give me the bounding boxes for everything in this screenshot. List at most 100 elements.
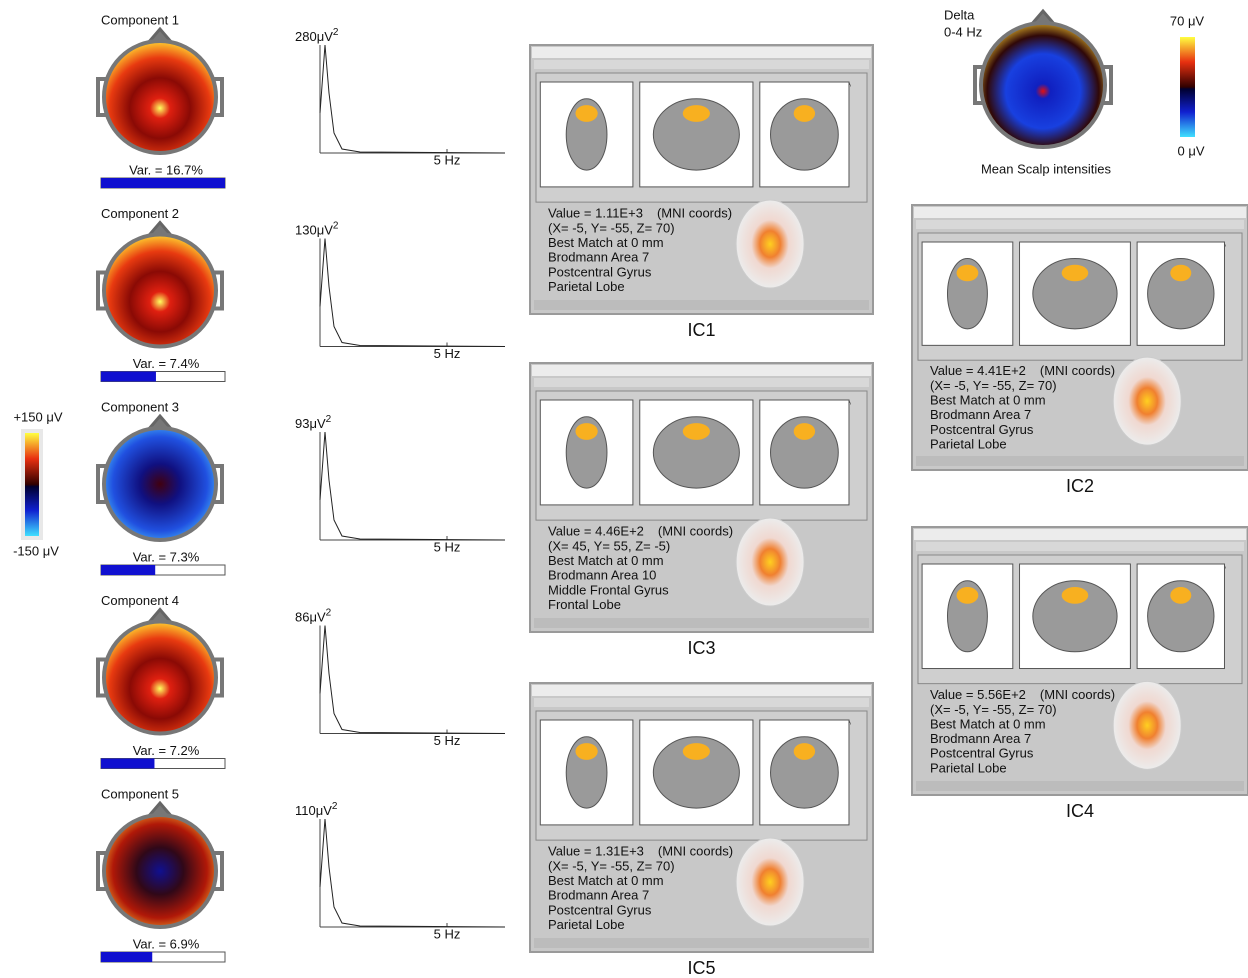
activation: [793, 423, 816, 440]
peak-value: 280: [295, 29, 317, 44]
brain-render: [1112, 356, 1182, 446]
source-coords: (X= -5, Y= -55, Z= 70): [548, 859, 675, 874]
head-ear: [214, 464, 224, 504]
source-match: Best Match at 0 mm: [930, 393, 1046, 408]
peak-unit: μV: [317, 29, 333, 44]
source-area: Brodmann Area 7: [930, 731, 1031, 746]
activation: [575, 743, 598, 760]
viewer-titlebar: [914, 529, 1246, 540]
activation: [682, 423, 710, 440]
coords-note: (MNI coords): [657, 206, 732, 221]
freq-label: 5 Hz: [434, 733, 461, 748]
component-title: Component 1: [101, 12, 179, 27]
value: Value = 4.46E+2: [548, 524, 644, 539]
value: Value = 4.41E+2: [930, 363, 1026, 378]
variance-bar: [101, 178, 225, 188]
activation: [575, 105, 598, 122]
activation: [1061, 586, 1089, 604]
source-gyrus: Middle Frontal Gyrus: [548, 582, 669, 597]
activation: [956, 586, 979, 604]
mean-max: 70 μV: [1170, 13, 1205, 28]
ic-caption: IC1: [687, 320, 715, 340]
brain-render: [735, 837, 805, 927]
source-coords: (X= 45, Y= 55, Z= -5): [548, 539, 670, 554]
source-area: Brodmann Area 7: [548, 888, 649, 903]
coords-note: (MNI coords): [1040, 363, 1115, 378]
head-ear: [96, 464, 106, 504]
activation: [1170, 264, 1192, 282]
activation: [682, 743, 710, 760]
peak-label: 280μV2: [295, 27, 339, 45]
head-ear: [96, 851, 106, 891]
peak-label: 130μV2: [295, 220, 339, 238]
source-value: Value = 4.41E+2 (MNI coords): [930, 363, 1115, 378]
peak-label: 93μV2: [295, 414, 332, 432]
source-lobe: Frontal Lobe: [548, 597, 621, 612]
value: Value = 5.56E+2: [930, 687, 1026, 702]
source-gyrus: Postcentral Gyrus: [548, 902, 652, 917]
variance-label: Var. = 7.2%: [133, 743, 200, 758]
mean-scalp-map: [979, 21, 1107, 149]
source-value: Value = 1.31E+3 (MNI coords): [548, 844, 733, 859]
mean-caption: Mean Scalp intensities: [981, 161, 1112, 176]
peak-exp: 2: [332, 801, 338, 812]
viewer-toolbar: [534, 60, 869, 69]
coords-note: (MNI coords): [658, 844, 733, 859]
brain-slice: [770, 416, 839, 489]
brain-slice: [1032, 258, 1118, 330]
activation: [956, 264, 979, 282]
variance-label: Var. = 16.7%: [129, 162, 203, 177]
mean-min: 0 μV: [1177, 143, 1204, 158]
scalp-map: [102, 426, 218, 542]
viewer-statusbar: [916, 456, 1244, 466]
source-match: Best Match at 0 mm: [548, 873, 664, 888]
source-lobe: Parietal Lobe: [548, 279, 625, 294]
freq-label: 5 Hz: [434, 926, 461, 941]
peak-label: 86μV2: [295, 607, 332, 625]
peak-value: 86: [295, 610, 309, 625]
component-title: Component 5: [101, 786, 179, 801]
peak-unit: μV: [309, 610, 325, 625]
source-match: Best Match at 0 mm: [930, 716, 1046, 731]
freq-label: 5 Hz: [434, 539, 461, 554]
value: Value = 1.11E+3: [548, 206, 643, 221]
head-ear: [214, 851, 224, 891]
ic-caption: IC3: [687, 638, 715, 658]
variance-bar: [101, 758, 155, 769]
ic-caption: IC5: [687, 958, 715, 978]
peak-unit: μV: [309, 416, 325, 431]
viewer-statusbar: [534, 300, 869, 310]
source-coords: (X= -5, Y= -55, Z= 70): [548, 221, 675, 236]
activation: [1170, 586, 1192, 604]
viewer-toolbar: [534, 378, 869, 387]
variance-label: Var. = 6.9%: [133, 936, 200, 951]
spectrum-curve: [319, 431, 506, 541]
source-area: Brodmann Area 7: [930, 407, 1031, 422]
viewer-toolbar: [916, 220, 1244, 229]
head-ear: [214, 657, 224, 698]
source-value: Value = 4.46E+2 (MNI coords): [548, 524, 733, 539]
viewer-titlebar: [914, 207, 1246, 218]
viewer-toolbar: [534, 698, 869, 707]
brain-slice: [770, 736, 839, 809]
component-title: Component 4: [101, 593, 179, 608]
peak-value: 130: [295, 223, 317, 238]
peak-exp: 2: [326, 414, 332, 425]
mean-colorbar: [1180, 37, 1195, 137]
source-coords: (X= -5, Y= -55, Z= 70): [930, 378, 1057, 393]
peak-value: 110: [295, 803, 316, 818]
viewer-titlebar: [532, 47, 871, 58]
brain-slice: [652, 98, 740, 171]
source-gyrus: Postcentral Gyrus: [930, 746, 1034, 761]
band-range: 0-4 Hz: [944, 24, 982, 39]
ic-caption: IC2: [1066, 476, 1094, 496]
variance-bar: [101, 565, 156, 575]
scalp-map: [102, 619, 218, 736]
brain-render: [1112, 680, 1182, 770]
source-value: Value = 1.11E+3 (MNI coords): [548, 206, 732, 221]
head-ear: [214, 77, 224, 117]
viewer-statusbar: [534, 618, 869, 628]
source-lobe: Parietal Lobe: [548, 917, 625, 932]
source-match: Best Match at 0 mm: [548, 553, 664, 568]
